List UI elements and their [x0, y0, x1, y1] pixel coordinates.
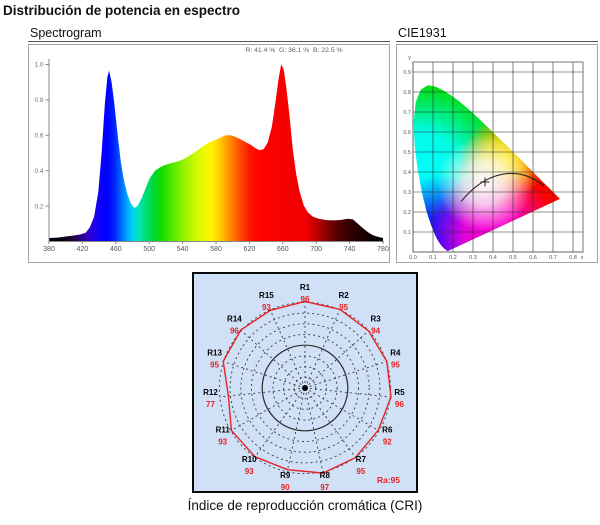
- svg-text:660: 660: [277, 246, 289, 253]
- svg-text:0.3: 0.3: [403, 190, 411, 196]
- svg-text:R10: R10: [242, 455, 257, 464]
- svg-text:96: 96: [395, 400, 404, 409]
- svg-text:97: 97: [320, 483, 329, 492]
- svg-text:0.0: 0.0: [409, 255, 417, 261]
- svg-text:0.2: 0.2: [403, 210, 411, 216]
- svg-text:0.4: 0.4: [489, 255, 497, 261]
- spectrogram-header: Spectrogram: [28, 26, 390, 42]
- cri-caption: Índice de reproducción cromática (CRI): [187, 498, 423, 513]
- svg-text:R6: R6: [382, 426, 393, 435]
- rgb-percentages-label: R: 41.4 % G: 36.1 % B: 22.5 %: [245, 47, 343, 54]
- svg-text:0.2: 0.2: [34, 203, 43, 210]
- cie1931-chart: 0.0 0.1 0.2 0.3 0.4 0.5 0.6 0.7 0.8 x 0.1 0.2 0.3 0.4…: [403, 55, 584, 261]
- svg-text:95: 95: [210, 361, 219, 370]
- svg-text:0.6: 0.6: [34, 133, 43, 140]
- svg-text:420: 420: [77, 246, 89, 253]
- svg-text:0.1: 0.1: [403, 230, 411, 236]
- svg-text:460: 460: [110, 246, 122, 253]
- ra-value-label: Ra:95: [376, 475, 400, 485]
- svg-text:380: 380: [43, 246, 55, 253]
- svg-text:620: 620: [244, 246, 256, 253]
- svg-text:R9: R9: [280, 471, 291, 480]
- svg-text:0.4: 0.4: [34, 168, 43, 175]
- cri-radar-box: R1 96 R2 95 R3 94 R4 95 R5 96 R6 92 R7 95 R8 97 R9 90 R10 9…: [192, 272, 418, 493]
- svg-text:y: y: [408, 55, 411, 61]
- cie1931-header: CIE1931: [396, 26, 598, 42]
- svg-text:0.4: 0.4: [403, 170, 411, 176]
- svg-text:R7: R7: [356, 455, 367, 464]
- svg-text:R5: R5: [394, 388, 405, 397]
- svg-text:0.2: 0.2: [449, 255, 457, 261]
- svg-text:780: 780: [377, 246, 389, 253]
- svg-text:96: 96: [301, 295, 310, 304]
- page-title: Distribución de potencia en espectro: [3, 3, 241, 18]
- spectrogram-chart: 0.2 0.4 0.6 0.8 1.0 380 420 460 500 540 580 620 660 7…: [34, 59, 389, 253]
- svg-text:93: 93: [262, 303, 271, 312]
- svg-text:95: 95: [391, 361, 400, 370]
- svg-text:0.6: 0.6: [529, 255, 537, 261]
- svg-text:0.7: 0.7: [549, 255, 557, 261]
- svg-text:R8: R8: [320, 471, 331, 480]
- svg-text:0.1: 0.1: [429, 255, 437, 261]
- svg-text:0.8: 0.8: [569, 255, 577, 261]
- svg-text:0.7: 0.7: [403, 110, 411, 116]
- svg-text:R13: R13: [207, 349, 222, 358]
- svg-text:93: 93: [245, 467, 254, 476]
- svg-text:95: 95: [339, 303, 348, 312]
- cie1931-panel: CIE1931 0.0 0.1 0.2 0.3 0.4 0.5 0.6 0.7 0.8 x 0.1 0…: [396, 26, 598, 263]
- svg-text:0.8: 0.8: [403, 90, 411, 96]
- svg-text:R1: R1: [300, 283, 311, 292]
- svg-text:92: 92: [383, 438, 392, 447]
- svg-text:0.8: 0.8: [34, 97, 43, 104]
- spectrogram-chart-box: R: 41.4 % G: 36.1 % B: 22.5 % 0.2 0.4 0.6 0…: [28, 44, 390, 263]
- cri-radar-chart: R1 96 R2 95 R3 94 R4 95 R5 96 R6 92 R7 95 R8 97 R9 90 R10 9…: [203, 283, 405, 492]
- svg-text:580: 580: [210, 246, 222, 253]
- svg-text:R15: R15: [259, 291, 274, 300]
- svg-text:R12: R12: [203, 388, 218, 397]
- svg-text:95: 95: [356, 467, 365, 476]
- svg-text:94: 94: [371, 326, 380, 335]
- svg-text:R11: R11: [216, 426, 231, 435]
- svg-text:77: 77: [206, 400, 215, 409]
- svg-text:540: 540: [177, 246, 189, 253]
- svg-text:0.5: 0.5: [509, 255, 517, 261]
- cie1931-chart-box: 0.0 0.1 0.2 0.3 0.4 0.5 0.6 0.7 0.8 x 0.1 0.2 0.3 0.4…: [396, 44, 598, 263]
- svg-text:1.0: 1.0: [34, 62, 43, 69]
- spectrogram-panel: Spectrogram R: 41.4 % G: 36.1 % B: 22.5 …: [28, 26, 390, 263]
- svg-text:0.5: 0.5: [403, 150, 411, 156]
- svg-text:0.9: 0.9: [403, 70, 411, 76]
- svg-text:0.6: 0.6: [403, 130, 411, 136]
- svg-text:740: 740: [344, 246, 356, 253]
- svg-text:0.3: 0.3: [469, 255, 477, 261]
- svg-text:R3: R3: [370, 314, 381, 323]
- svg-text:93: 93: [218, 438, 227, 447]
- svg-text:90: 90: [281, 483, 290, 492]
- svg-text:R2: R2: [338, 291, 349, 300]
- svg-text:700: 700: [310, 246, 322, 253]
- svg-text:R14: R14: [227, 314, 242, 323]
- svg-text:96: 96: [230, 326, 239, 335]
- svg-text:500: 500: [143, 246, 155, 253]
- svg-text:x: x: [581, 255, 584, 261]
- svg-text:R4: R4: [390, 349, 401, 358]
